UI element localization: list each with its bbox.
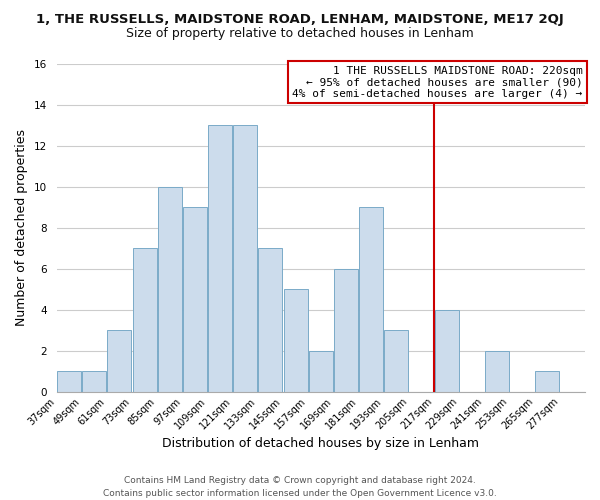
Bar (158, 187, 182, 392)
X-axis label: Distribution of detached houses by size in Lenham: Distribution of detached houses by size … (162, 437, 479, 450)
Bar (133, 248, 157, 392)
Bar (57, 371, 81, 392)
Bar (384, 330, 409, 392)
Bar (309, 350, 333, 392)
Bar (208, 126, 232, 392)
Bar (535, 371, 559, 392)
Bar (107, 330, 131, 392)
Y-axis label: Number of detached properties: Number of detached properties (15, 130, 28, 326)
Bar (359, 208, 383, 392)
Bar (233, 126, 257, 392)
Bar (434, 310, 458, 392)
Text: 1, THE RUSSELLS, MAIDSTONE ROAD, LENHAM, MAIDSTONE, ME17 2QJ: 1, THE RUSSELLS, MAIDSTONE ROAD, LENHAM,… (36, 12, 564, 26)
Text: Size of property relative to detached houses in Lenham: Size of property relative to detached ho… (126, 28, 474, 40)
Text: Contains HM Land Registry data © Crown copyright and database right 2024.
Contai: Contains HM Land Registry data © Crown c… (103, 476, 497, 498)
Bar (82, 371, 106, 392)
Bar (183, 208, 207, 392)
Bar (259, 248, 283, 392)
Bar (334, 268, 358, 392)
Bar (284, 289, 308, 392)
Bar (485, 350, 509, 392)
Text: 1 THE RUSSELLS MAIDSTONE ROAD: 220sqm
← 95% of detached houses are smaller (90)
: 1 THE RUSSELLS MAIDSTONE ROAD: 220sqm ← … (292, 66, 583, 99)
